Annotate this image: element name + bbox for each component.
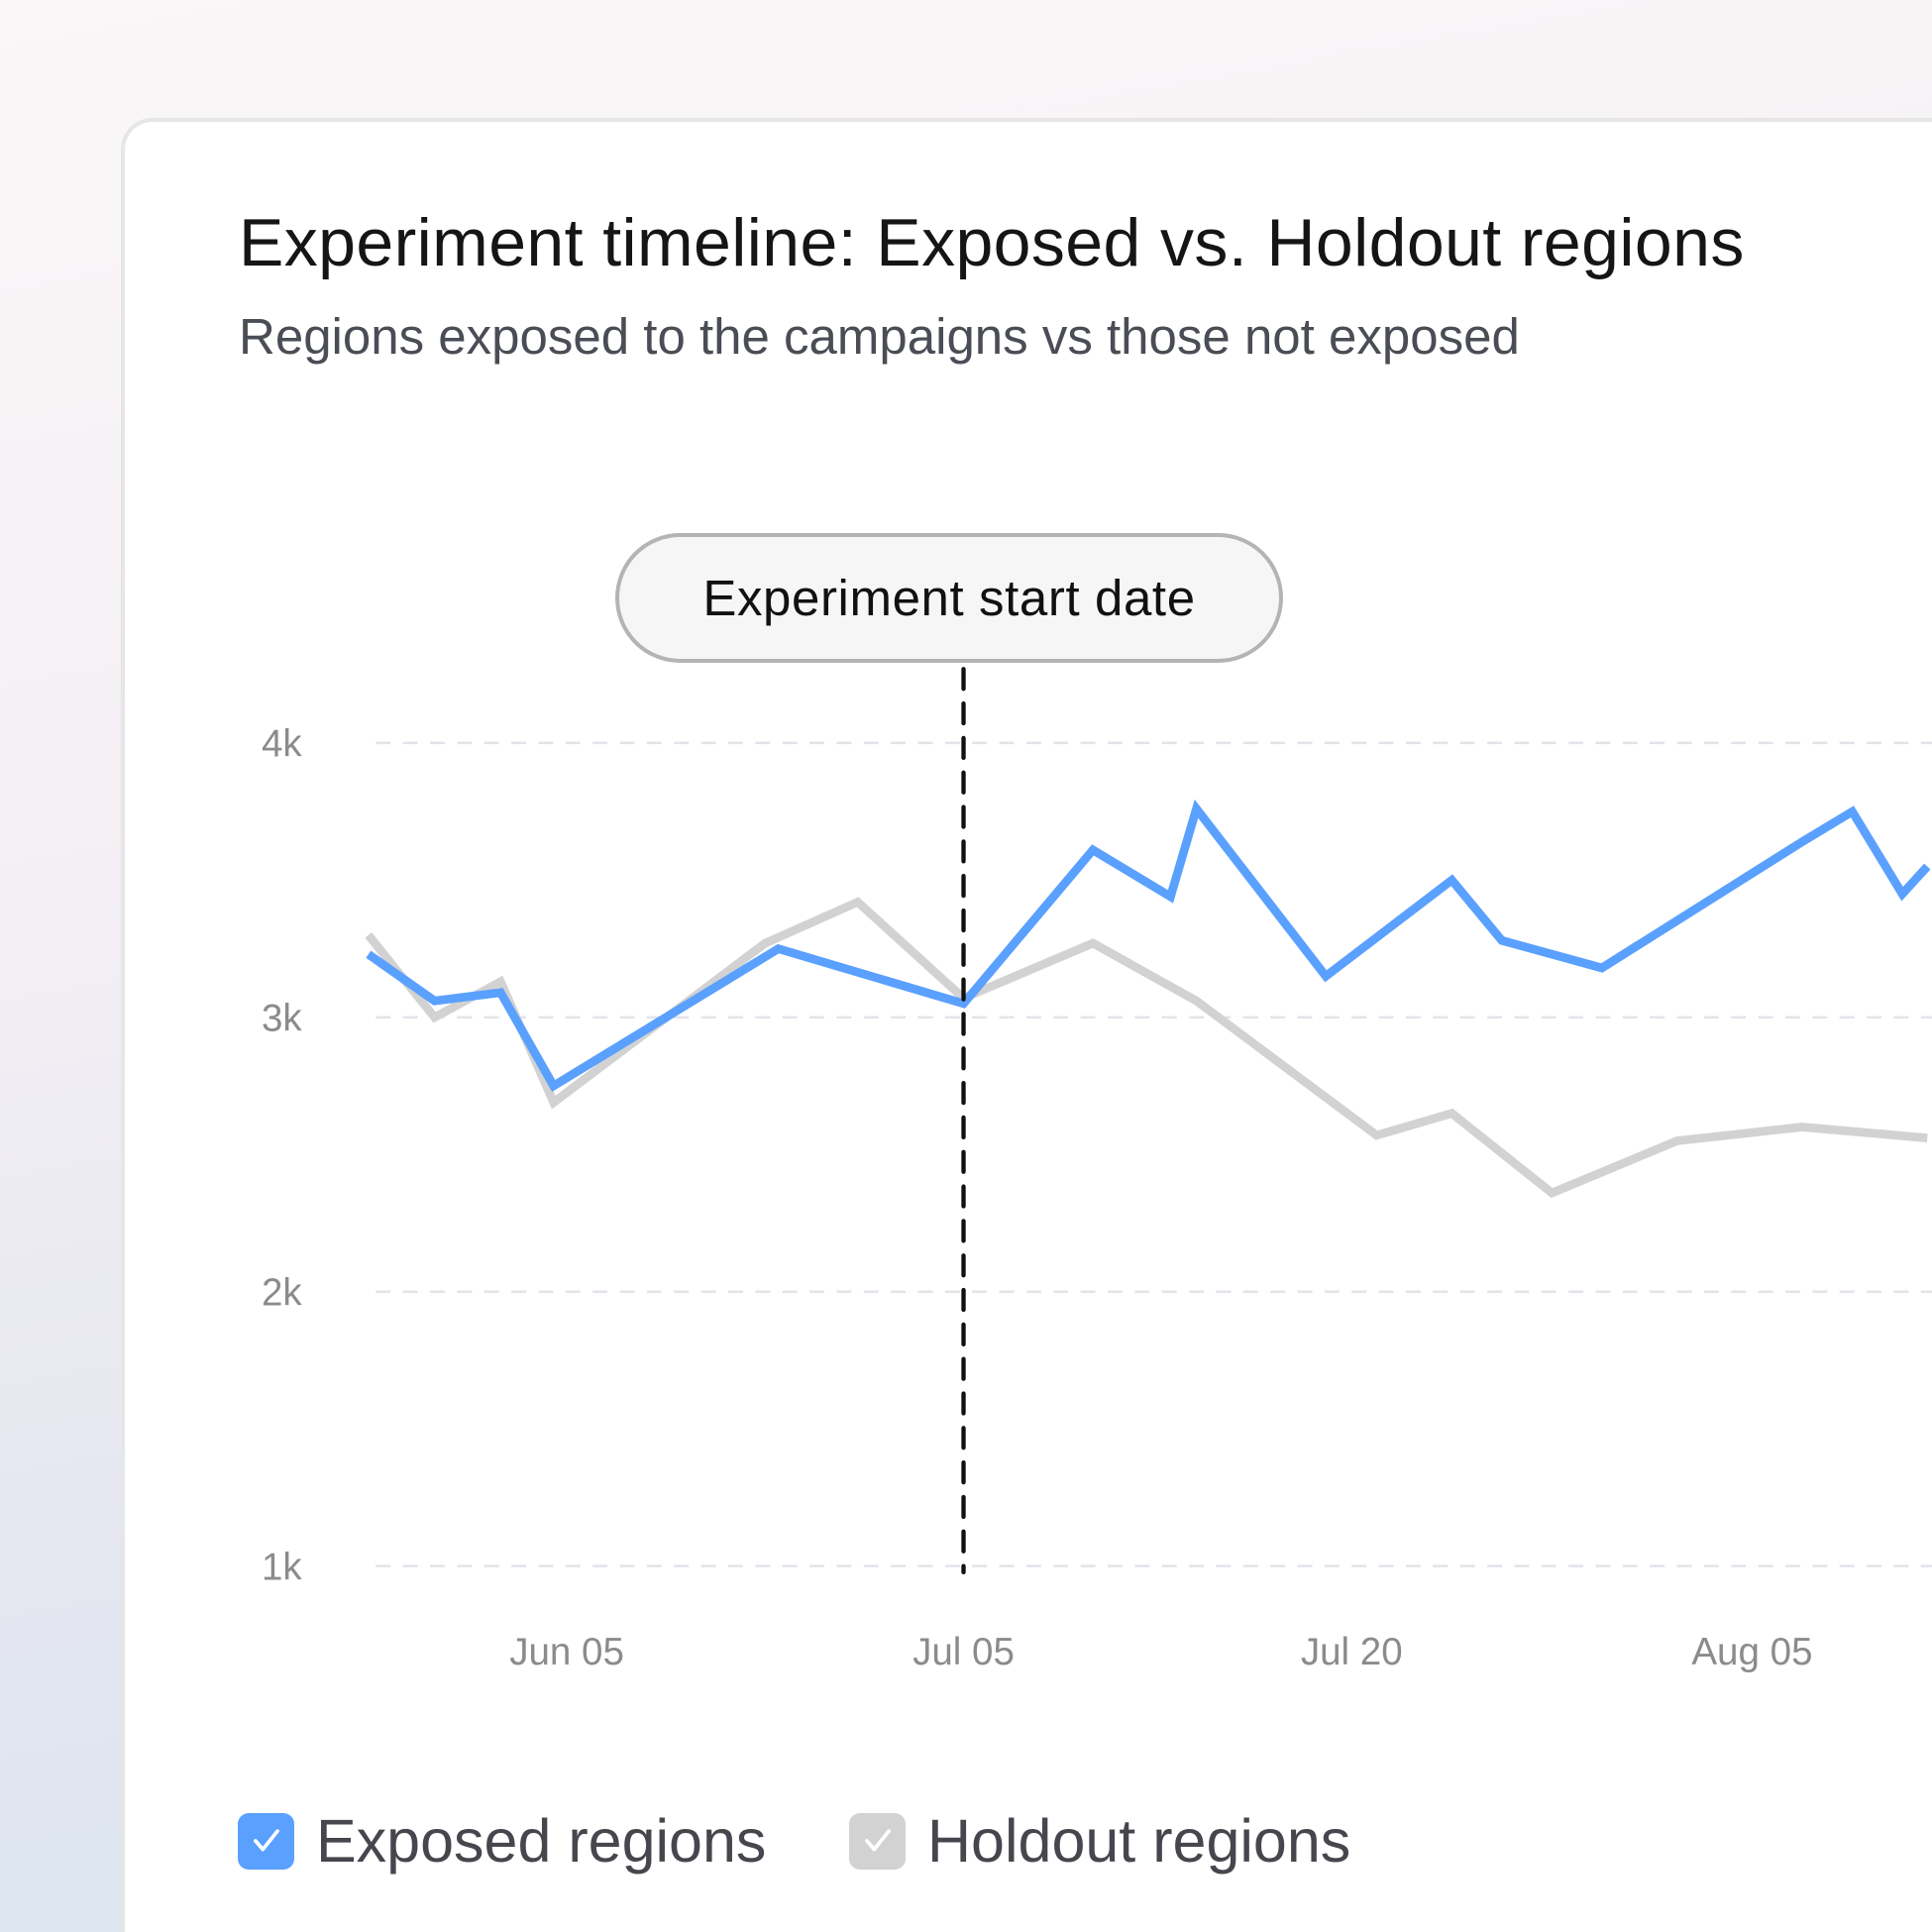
- x-tick-label: Jul 20: [1301, 1631, 1403, 1673]
- holdout-series-line: [365, 897, 1928, 1199]
- exposed-series-line: [366, 799, 1931, 1093]
- chart-card: [121, 118, 1932, 1932]
- y-tick-label: 2k: [262, 1271, 302, 1314]
- legend-item-exposed[interactable]: Exposed regions: [238, 1806, 766, 1876]
- check-icon: [864, 1829, 891, 1852]
- legend-item-holdout[interactable]: Holdout regions: [849, 1806, 1350, 1876]
- check-icon: [253, 1829, 279, 1852]
- y-tick-label: 4k: [262, 723, 302, 766]
- legend-label: Holdout regions: [927, 1807, 1351, 1875]
- y-tick-label: 1k: [262, 1546, 302, 1588]
- experiment-start-annotation: Experiment start date: [615, 533, 1283, 663]
- chart-title: Experiment timeline: Exposed vs. Holdout…: [239, 205, 1745, 280]
- holdout-checkbox[interactable]: [849, 1812, 906, 1870]
- x-tick-label: Jul 05: [912, 1631, 1015, 1673]
- y-tick-label: 3k: [262, 997, 302, 1039]
- exposed-checkbox[interactable]: [238, 1812, 294, 1870]
- chart-subtitle: Regions exposed to the campaigns vs thos…: [239, 308, 1520, 365]
- x-tick-label: Jun 05: [509, 1631, 624, 1673]
- legend-label: Exposed regions: [316, 1807, 767, 1875]
- annotation-label: Experiment start date: [702, 570, 1196, 626]
- x-tick-label: Aug 05: [1691, 1631, 1812, 1673]
